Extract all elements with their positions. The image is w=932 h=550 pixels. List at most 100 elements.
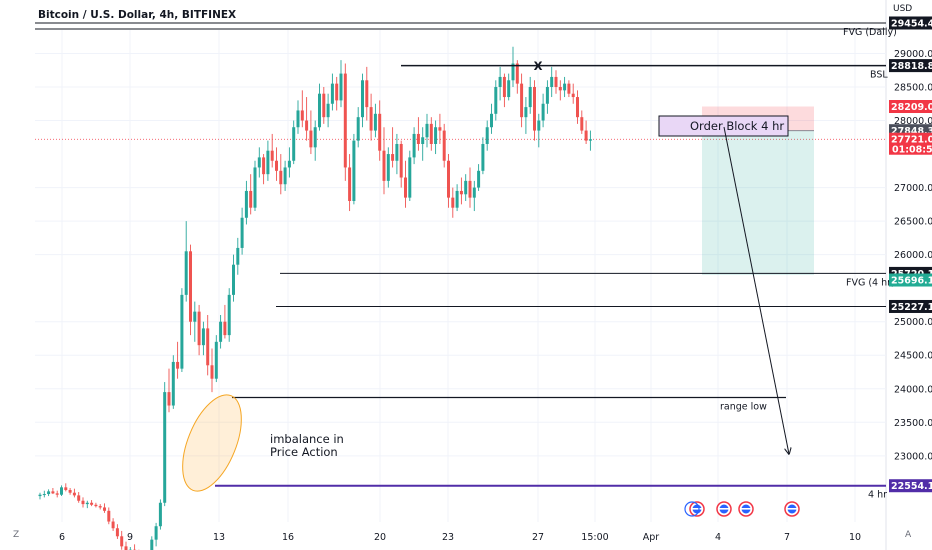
price-tags: 29454.4 28818.8 28209.0 27848.327721.001:08… (889, 16, 932, 493)
candle-body (421, 137, 425, 144)
candle-body (154, 526, 158, 540)
candle (176, 341, 180, 379)
candle (554, 70, 558, 94)
imbalance-ellipse[interactable] (171, 387, 254, 500)
candle (60, 485, 63, 497)
candle (296, 100, 300, 134)
price-tag-value: 22554.1 (891, 481, 932, 492)
event-flag-icon[interactable] (689, 501, 705, 517)
y-tick-label: 27000.0 (894, 183, 932, 194)
timezone-z-label[interactable]: Z (13, 530, 20, 540)
y-tick-label: 26500.0 (894, 217, 932, 228)
candle-body (434, 127, 438, 144)
candle-body (55, 493, 59, 495)
projection-arrow[interactable] (723, 126, 789, 454)
four-hr-label: 4 hr (868, 490, 887, 501)
candle (244, 180, 248, 225)
candle (520, 73, 524, 128)
candle-body (326, 103, 330, 118)
candle-body (210, 365, 214, 379)
candle-body (206, 328, 210, 366)
candle-body (554, 76, 558, 87)
candle-body (266, 150, 270, 175)
candle-body (356, 117, 360, 141)
candle-body (588, 139, 592, 141)
candle-body (399, 143, 403, 178)
candle (391, 127, 395, 168)
event-flag-stripe (787, 508, 797, 510)
x-tick-label: 9 (127, 532, 133, 543)
candle-body (150, 539, 154, 550)
candle (283, 160, 287, 191)
candle-body (77, 495, 81, 501)
candle-body (270, 150, 274, 161)
candle-body (103, 507, 106, 511)
candle (580, 110, 584, 134)
candle-body (442, 130, 446, 161)
candle-body (494, 86, 498, 114)
candle-body (558, 86, 562, 91)
x-tick-label: 23 (442, 532, 454, 543)
x-tick-label: 27 (532, 532, 544, 543)
candle (545, 80, 549, 114)
candle (64, 483, 68, 492)
candle (72, 488, 76, 498)
event-flag-icon[interactable] (716, 501, 732, 517)
candle-body (163, 392, 167, 503)
candle (38, 492, 42, 500)
price-tag-bg (889, 132, 932, 155)
event-flag-icon[interactable] (784, 501, 800, 517)
candle (382, 127, 386, 195)
candle (292, 120, 296, 165)
candle (42, 490, 46, 498)
x-tick-label: 4 (715, 532, 721, 543)
candle (90, 500, 94, 507)
order-block-box[interactable] (658, 115, 789, 137)
candle-body (236, 247, 240, 265)
candle-body (451, 197, 455, 208)
candle-body (373, 113, 377, 131)
candle (236, 237, 240, 275)
candle (537, 113, 541, 148)
candle (232, 254, 235, 302)
candle (85, 500, 89, 509)
price-tag: 25227.1 (889, 299, 932, 313)
x-tick-label: 15:00 (581, 532, 608, 543)
candle-body (502, 76, 506, 98)
candle (541, 93, 545, 128)
candle-body (38, 494, 42, 497)
candle (386, 147, 390, 188)
candle-body (111, 521, 115, 529)
level-lines: FVG (Daily) BSL FVG (4 hr) range low 4 hr (35, 22, 897, 501)
candle-body (537, 120, 541, 131)
y-tick-label: 28000.0 (894, 116, 932, 127)
candle-body (584, 130, 588, 141)
candle (253, 160, 257, 212)
y-tick-label: 24500.0 (894, 351, 932, 362)
candle (103, 503, 106, 513)
candle-body (249, 190, 253, 208)
candle-body (438, 127, 442, 131)
candle-body (477, 170, 481, 188)
candle-body (343, 73, 347, 168)
candle (305, 97, 309, 141)
candle-body (348, 167, 352, 201)
candle-body (279, 170, 283, 185)
event-flag-icon[interactable] (738, 501, 754, 517)
candle (201, 321, 205, 356)
price-tag-bg (889, 59, 932, 73)
auto-scale-label[interactable]: A (905, 530, 912, 540)
take-profit-zone[interactable] (702, 130, 814, 276)
candle-body (528, 86, 532, 108)
candle (399, 140, 403, 188)
candle (262, 154, 266, 185)
candle (335, 76, 339, 111)
candle-body (300, 110, 304, 121)
candle (167, 368, 171, 413)
candle (318, 83, 321, 131)
candle-body (365, 80, 369, 108)
candle (404, 160, 407, 208)
candle (429, 117, 433, 151)
